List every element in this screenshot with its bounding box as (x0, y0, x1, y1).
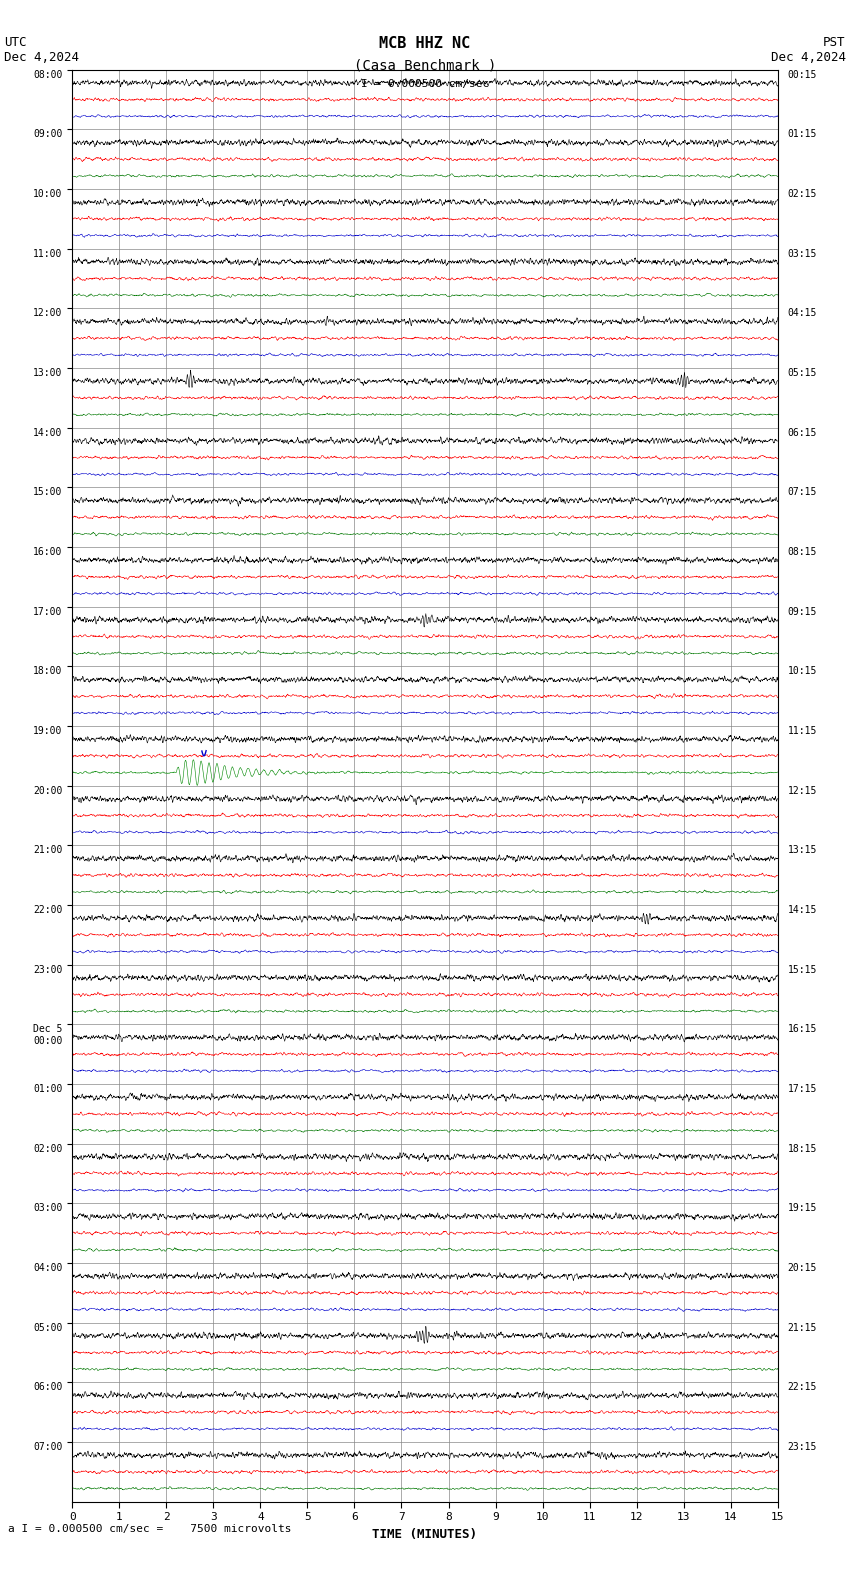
Text: MCB HHZ NC: MCB HHZ NC (379, 36, 471, 51)
Text: Dec 4,2024: Dec 4,2024 (4, 51, 79, 63)
Text: UTC: UTC (4, 36, 26, 49)
Text: Dec 4,2024: Dec 4,2024 (771, 51, 846, 63)
X-axis label: TIME (MINUTES): TIME (MINUTES) (372, 1527, 478, 1541)
Text: PST: PST (824, 36, 846, 49)
Text: a I = 0.000500 cm/sec =    7500 microvolts: a I = 0.000500 cm/sec = 7500 microvolts (8, 1524, 292, 1533)
Text: I = 0.000500 cm/sec: I = 0.000500 cm/sec (361, 79, 489, 89)
Text: (Casa Benchmark ): (Casa Benchmark ) (354, 59, 496, 73)
